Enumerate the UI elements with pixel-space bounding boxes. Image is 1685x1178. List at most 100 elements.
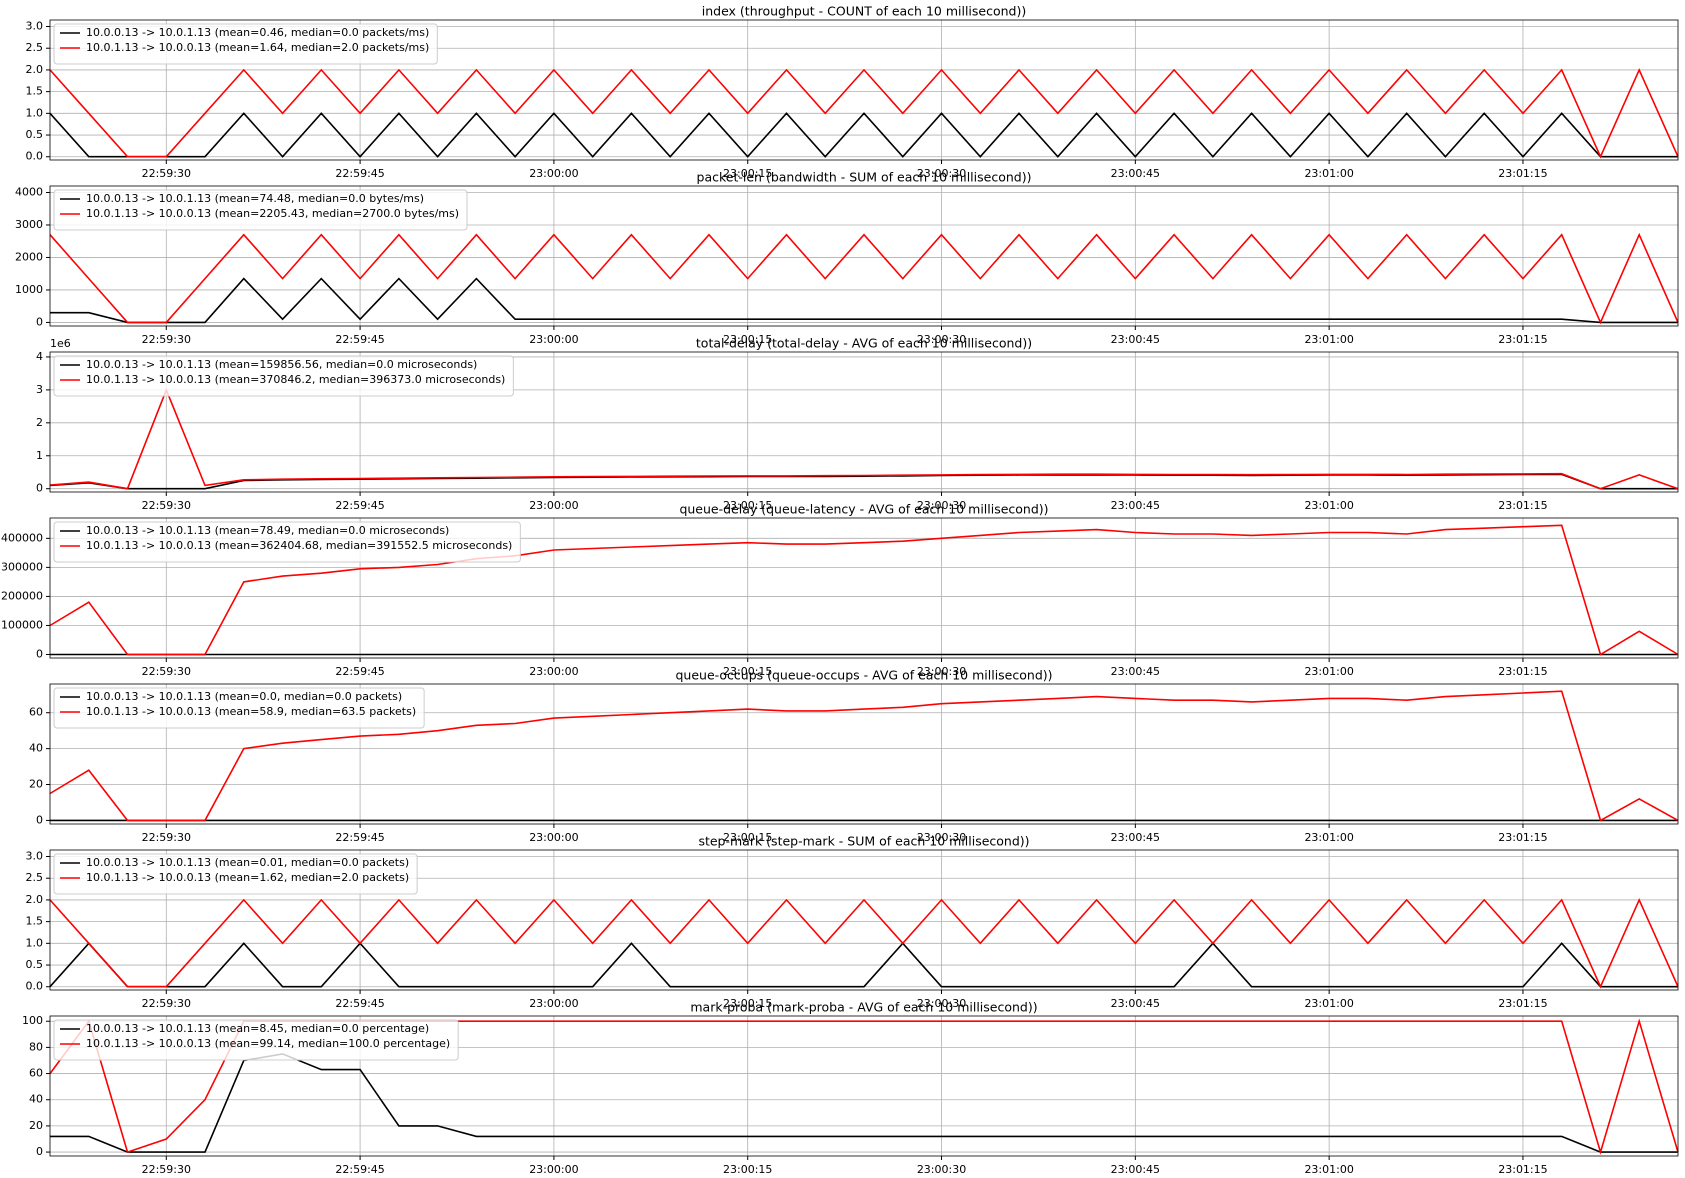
x-tick-label: 23:00:00 bbox=[529, 333, 578, 346]
y-tick-label: 0 bbox=[36, 315, 43, 328]
series-line bbox=[49, 524, 1679, 656]
series-line bbox=[49, 232, 1679, 325]
subplot: 22:59:30 22:59:45 23:00:00 23:00:15 23:00:30… bbox=[26, 4, 1679, 180]
y-tick-label: 4000 bbox=[15, 185, 43, 198]
chart-title: index (throughput - COUNT of each 10 mil… bbox=[702, 4, 1026, 19]
y-tick-label: 1.5 bbox=[26, 85, 44, 98]
x-tick-label: 22:59:45 bbox=[335, 1163, 384, 1176]
x-tick-label: 22:59:30 bbox=[142, 997, 191, 1010]
x-tick-label: 23:00:45 bbox=[1111, 665, 1160, 678]
y-tick-label: 3 bbox=[36, 383, 43, 396]
chart-title: queue-delay (queue-latency - AVG of each… bbox=[679, 502, 1048, 517]
series-line bbox=[50, 1053, 1678, 1153]
axes-frame bbox=[49, 1015, 1679, 1157]
y-tick-label: 2.5 bbox=[26, 871, 44, 884]
axes-frame bbox=[49, 683, 1679, 825]
x-tick-label: 23:00:45 bbox=[1111, 167, 1160, 180]
x-tick-label: 22:59:30 bbox=[142, 167, 191, 180]
x-tick-label: 23:01:00 bbox=[1304, 333, 1353, 346]
x-tick-label: 23:01:15 bbox=[1498, 1163, 1547, 1176]
legend: 10.0.0.13 -> 10.0.1.13 (mean=0.46, media… bbox=[53, 23, 438, 65]
y-tick-label: 60 bbox=[29, 706, 43, 719]
x-tick-label: 22:59:45 bbox=[335, 499, 384, 512]
y-tick-label: 0.0 bbox=[26, 980, 44, 993]
y-tick-label: 300000 bbox=[1, 560, 43, 573]
legend: 10.0.0.13 -> 10.0.1.13 (mean=74.48, medi… bbox=[53, 189, 468, 231]
legend-label: 10.0.1.13 -> 10.0.0.13 (mean=58.9, media… bbox=[86, 705, 416, 718]
x-tick-label: 23:00:30 bbox=[917, 167, 966, 180]
series-line bbox=[49, 112, 1678, 158]
subplot: 22:59:30 22:59:45 23:00:00 23:00:15 23:00:30… bbox=[29, 668, 1679, 844]
x-tick-label: 23:00:00 bbox=[529, 1163, 578, 1176]
x-tick-label: 23:00:00 bbox=[529, 997, 578, 1010]
y-tick-label: 2.5 bbox=[26, 41, 44, 54]
x-tick-label: 23:00:45 bbox=[1111, 1163, 1160, 1176]
y-tick-label: 400000 bbox=[1, 531, 43, 544]
y-tick-label: 0 bbox=[36, 648, 43, 661]
legend-box bbox=[53, 687, 425, 729]
subplot: 22:59:30 22:59:45 23:00:00 23:00:15 23:00:30… bbox=[26, 834, 1679, 1010]
x-tick-label: 23:00:30 bbox=[917, 499, 966, 512]
x-tick-label: 22:59:30 bbox=[142, 499, 191, 512]
legend-box bbox=[53, 853, 418, 895]
x-tick-label: 23:00:30 bbox=[917, 333, 966, 346]
y-tick-label: 20 bbox=[29, 778, 43, 791]
x-tick-label: 23:00:15 bbox=[723, 499, 772, 512]
x-tick-label: 23:00:00 bbox=[529, 665, 578, 678]
x-tick-label: 23:01:00 bbox=[1304, 831, 1353, 844]
x-tick-label: 22:59:45 bbox=[335, 997, 384, 1010]
axes-frame bbox=[49, 849, 1679, 991]
x-tick-label: 23:00:45 bbox=[1111, 997, 1160, 1010]
y-tick-label: 60 bbox=[29, 1067, 43, 1080]
y-tick-label: 2.0 bbox=[26, 63, 44, 76]
x-tick-label: 23:01:00 bbox=[1304, 499, 1353, 512]
x-tick-label: 23:01:00 bbox=[1304, 665, 1353, 678]
series-line bbox=[49, 690, 1679, 822]
y-tick-label: 3000 bbox=[15, 218, 43, 231]
x-tick-label: 23:00:00 bbox=[529, 831, 578, 844]
x-tick-label: 23:00:15 bbox=[723, 997, 772, 1010]
y-tick-label: 2.0 bbox=[26, 893, 44, 906]
series-line bbox=[49, 942, 1678, 988]
y-tick-label: 40 bbox=[29, 1093, 43, 1106]
legend: 10.0.0.13 -> 10.0.1.13 (mean=159856.56, … bbox=[53, 355, 514, 397]
legend-label: 10.0.1.13 -> 10.0.0.13 (mean=1.64, media… bbox=[86, 41, 429, 54]
x-tick-label: 23:01:15 bbox=[1498, 665, 1547, 678]
x-tick-label: 23:00:30 bbox=[917, 665, 966, 678]
x-tick-label: 22:59:30 bbox=[142, 831, 191, 844]
y-tick-label: 1.0 bbox=[26, 106, 44, 119]
y-tick-label: 100 bbox=[22, 1014, 43, 1027]
legend: 10.0.0.13 -> 10.0.1.13 (mean=78.49, medi… bbox=[53, 521, 521, 563]
legend-label: 10.0.0.13 -> 10.0.1.13 (mean=159856.56, … bbox=[86, 358, 477, 371]
x-tick-label: 23:00:30 bbox=[917, 997, 966, 1010]
axes-frame bbox=[49, 351, 1679, 493]
y-tick-label: 0 bbox=[36, 1145, 43, 1158]
y-tick-label: 20 bbox=[29, 1119, 43, 1132]
y-tick-label: 3.0 bbox=[26, 20, 44, 33]
y-tick-label: 1000 bbox=[15, 283, 43, 296]
x-tick-label: 23:01:15 bbox=[1498, 997, 1547, 1010]
subplot: 22:59:30 22:59:45 23:00:00 23:00:15 23:00:30… bbox=[15, 170, 1679, 346]
x-tick-label: 23:00:30 bbox=[917, 1163, 966, 1176]
y-tick-label: 1.5 bbox=[26, 915, 44, 928]
x-tick-label: 22:59:30 bbox=[142, 1163, 191, 1176]
y-tick-label: 100000 bbox=[1, 618, 43, 631]
chart-title: total-delay (total-delay - AVG of each 1… bbox=[696, 336, 1032, 351]
chart-title: mark-proba (mark-proba - AVG of each 10 … bbox=[690, 1000, 1037, 1015]
x-tick-label: 22:59:30 bbox=[142, 665, 191, 678]
offset-text: 1e6 bbox=[50, 337, 71, 350]
x-tick-label: 23:01:15 bbox=[1498, 499, 1547, 512]
chart-title: queue-occups (queue-occups - AVG of each… bbox=[675, 668, 1052, 683]
legend-label: 10.0.1.13 -> 10.0.0.13 (mean=99.14, medi… bbox=[86, 1037, 450, 1050]
y-tick-label: 200000 bbox=[1, 589, 43, 602]
y-tick-label: 0 bbox=[36, 482, 43, 495]
series-line bbox=[49, 67, 1679, 159]
x-tick-label: 23:01:15 bbox=[1498, 831, 1547, 844]
axes-frame bbox=[49, 517, 1679, 659]
subplot: 22:59:30 22:59:45 23:00:00 23:00:15 23:00:30… bbox=[36, 336, 1679, 512]
x-tick-label: 23:01:00 bbox=[1304, 167, 1353, 180]
legend-box bbox=[53, 189, 468, 231]
y-tick-label: 0 bbox=[36, 813, 43, 826]
x-tick-label: 23:00:00 bbox=[529, 167, 578, 180]
legend: 10.0.0.13 -> 10.0.1.13 (mean=8.45, media… bbox=[53, 1019, 459, 1061]
